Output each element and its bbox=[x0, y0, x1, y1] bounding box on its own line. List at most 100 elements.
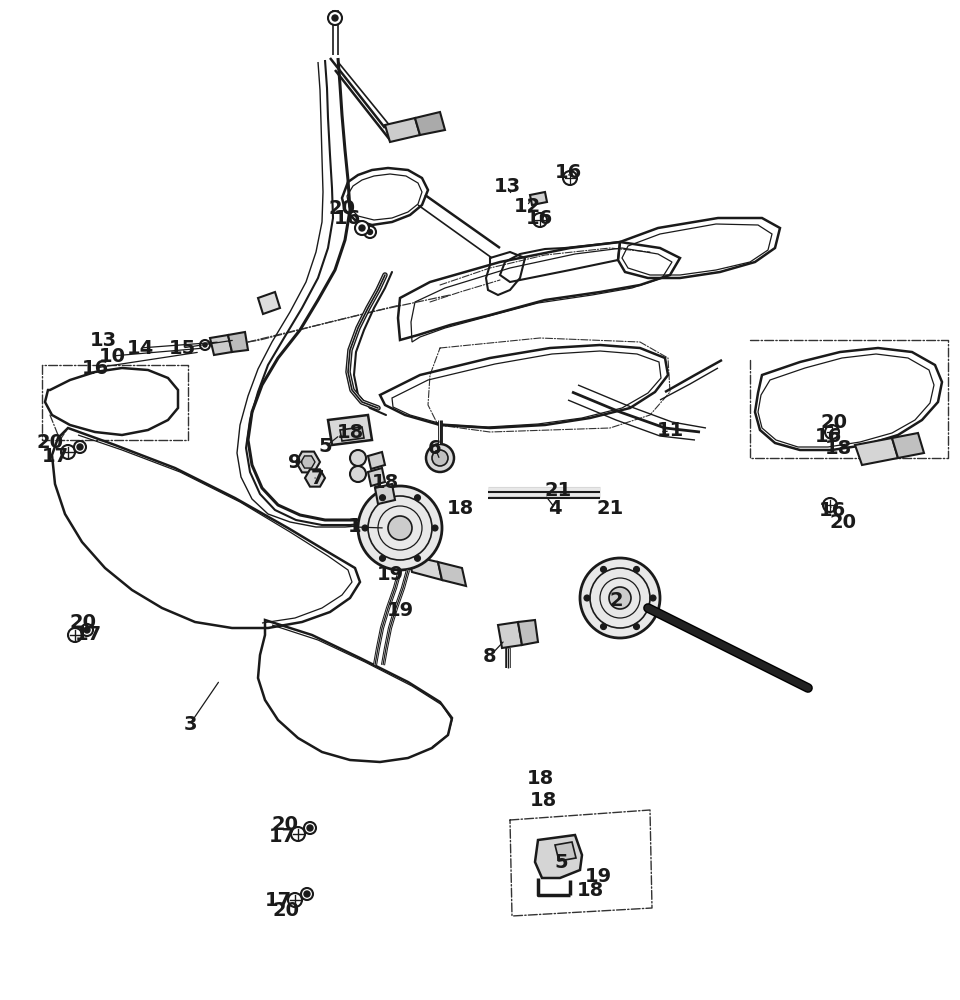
Text: 5: 5 bbox=[554, 852, 567, 871]
Circle shape bbox=[368, 230, 372, 234]
Text: 20: 20 bbox=[36, 434, 63, 452]
Polygon shape bbox=[415, 112, 445, 135]
Circle shape bbox=[81, 624, 93, 636]
Circle shape bbox=[328, 11, 342, 25]
Text: 17: 17 bbox=[41, 446, 68, 466]
Text: 8: 8 bbox=[483, 647, 497, 666]
Polygon shape bbox=[340, 427, 364, 441]
Circle shape bbox=[364, 226, 376, 238]
Text: 18: 18 bbox=[336, 422, 364, 442]
Text: 18: 18 bbox=[372, 473, 398, 491]
Text: 18: 18 bbox=[526, 768, 554, 788]
Polygon shape bbox=[296, 452, 320, 472]
Circle shape bbox=[584, 595, 590, 601]
Text: 13: 13 bbox=[89, 330, 116, 350]
Text: 16: 16 bbox=[554, 162, 582, 182]
Polygon shape bbox=[555, 842, 576, 861]
Text: 17: 17 bbox=[75, 624, 102, 644]
Text: 11: 11 bbox=[657, 422, 684, 440]
Polygon shape bbox=[385, 118, 420, 142]
Circle shape bbox=[426, 444, 454, 472]
Polygon shape bbox=[368, 452, 385, 469]
Polygon shape bbox=[375, 484, 395, 504]
Circle shape bbox=[288, 893, 302, 907]
Circle shape bbox=[304, 891, 310, 897]
Circle shape bbox=[77, 444, 83, 450]
Text: 20: 20 bbox=[273, 900, 300, 920]
Text: 20: 20 bbox=[69, 612, 97, 632]
Circle shape bbox=[825, 425, 839, 439]
Circle shape bbox=[203, 343, 207, 347]
Text: 16: 16 bbox=[82, 359, 108, 377]
Circle shape bbox=[415, 555, 420, 561]
Text: 17: 17 bbox=[269, 826, 296, 846]
Text: 4: 4 bbox=[548, 498, 562, 518]
Text: 10: 10 bbox=[99, 347, 126, 365]
Text: 18: 18 bbox=[446, 498, 473, 518]
Circle shape bbox=[823, 498, 837, 512]
Circle shape bbox=[415, 495, 420, 501]
Circle shape bbox=[68, 628, 82, 642]
Polygon shape bbox=[892, 433, 924, 458]
Text: 20: 20 bbox=[821, 412, 848, 432]
Text: 16: 16 bbox=[814, 426, 842, 446]
Polygon shape bbox=[228, 332, 248, 352]
Circle shape bbox=[301, 888, 313, 900]
Circle shape bbox=[533, 213, 547, 227]
Circle shape bbox=[601, 624, 607, 630]
Circle shape bbox=[563, 171, 577, 185]
Circle shape bbox=[432, 525, 438, 531]
Circle shape bbox=[291, 827, 305, 841]
Circle shape bbox=[350, 450, 366, 466]
Circle shape bbox=[84, 627, 90, 633]
Text: 20: 20 bbox=[328, 198, 355, 218]
Polygon shape bbox=[535, 835, 582, 878]
Text: 16: 16 bbox=[818, 500, 846, 520]
Circle shape bbox=[350, 466, 366, 482]
Polygon shape bbox=[328, 415, 372, 445]
Polygon shape bbox=[518, 620, 538, 645]
Circle shape bbox=[432, 450, 448, 466]
Circle shape bbox=[379, 555, 386, 561]
Text: 16: 16 bbox=[333, 209, 361, 228]
Text: 9: 9 bbox=[288, 452, 301, 472]
Text: 18: 18 bbox=[529, 790, 557, 810]
Text: 19: 19 bbox=[585, 866, 612, 886]
Text: 3: 3 bbox=[183, 714, 197, 734]
Text: 2: 2 bbox=[610, 591, 623, 610]
Circle shape bbox=[634, 566, 639, 572]
Text: 15: 15 bbox=[168, 338, 196, 358]
Text: 21: 21 bbox=[544, 481, 571, 499]
Text: 20: 20 bbox=[272, 814, 299, 834]
Circle shape bbox=[304, 822, 316, 834]
Text: 18: 18 bbox=[825, 438, 852, 458]
Circle shape bbox=[200, 340, 210, 350]
Circle shape bbox=[307, 825, 313, 831]
Polygon shape bbox=[301, 456, 315, 468]
Text: 13: 13 bbox=[493, 176, 520, 196]
Polygon shape bbox=[368, 468, 385, 486]
Circle shape bbox=[359, 225, 365, 231]
Circle shape bbox=[379, 495, 386, 501]
Text: 7: 7 bbox=[311, 468, 324, 488]
Circle shape bbox=[634, 624, 639, 630]
Circle shape bbox=[609, 587, 631, 609]
Text: 20: 20 bbox=[829, 514, 856, 532]
Text: 1: 1 bbox=[348, 518, 362, 536]
Circle shape bbox=[388, 516, 412, 540]
Text: 18: 18 bbox=[576, 880, 604, 900]
Polygon shape bbox=[498, 622, 522, 648]
Polygon shape bbox=[408, 555, 442, 580]
Text: 17: 17 bbox=[264, 890, 292, 910]
Circle shape bbox=[332, 15, 338, 21]
Text: 21: 21 bbox=[596, 498, 624, 518]
Polygon shape bbox=[855, 438, 898, 465]
Circle shape bbox=[74, 441, 86, 453]
Circle shape bbox=[580, 558, 660, 638]
Circle shape bbox=[355, 221, 369, 235]
Text: 6: 6 bbox=[428, 438, 442, 458]
Text: 16: 16 bbox=[525, 209, 553, 228]
Text: 19: 19 bbox=[376, 564, 403, 584]
Circle shape bbox=[362, 525, 368, 531]
Text: 14: 14 bbox=[127, 338, 154, 358]
